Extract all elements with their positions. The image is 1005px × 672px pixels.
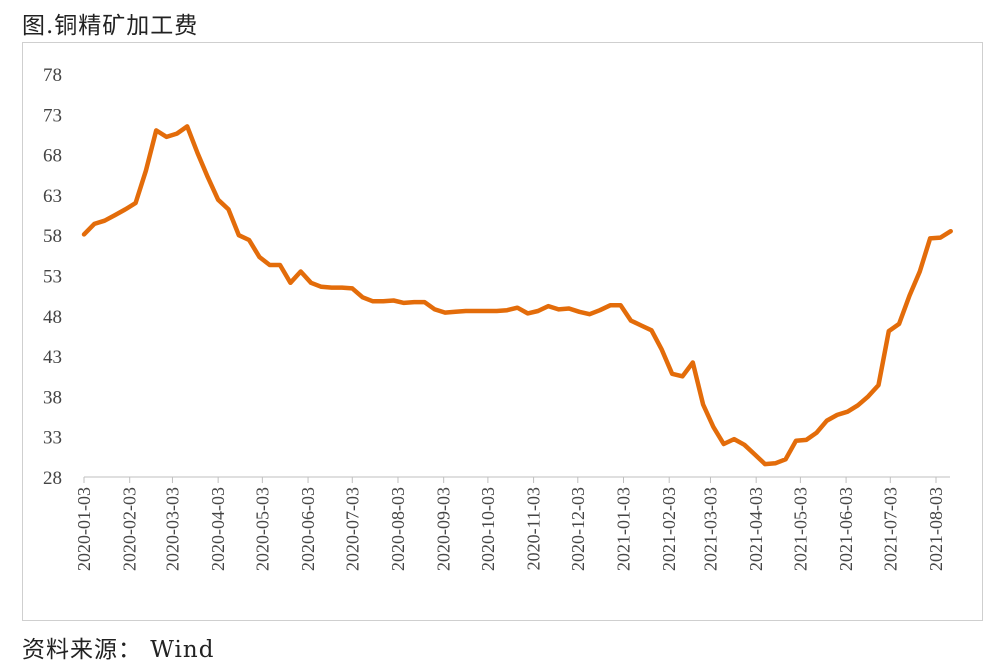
x-tick-label: 2020-09-03 [434,487,454,571]
y-tick-label: 68 [43,146,62,167]
x-tick-label: 2021-07-03 [880,487,900,571]
x-tick-label: 2021-05-03 [790,487,810,571]
y-axis-ticks: 28 33 38 43 48 53 58 63 68 73 78 [43,65,62,489]
y-tick-label: 63 [43,186,62,207]
x-tick-label: 2021-04-03 [746,487,766,571]
y-tick-label: 73 [43,105,62,126]
x-tick-label: 2020-12-03 [568,487,588,571]
x-tick-label: 2020-01-03 [74,487,94,571]
x-tick-label: 2020-05-03 [252,487,272,571]
x-tick-label: 2020-08-03 [388,487,408,571]
x-tick-label: 2020-10-03 [478,487,498,571]
y-tick-label: 53 [43,267,62,288]
y-tick-label: 28 [43,468,62,489]
y-tick-label: 58 [43,226,62,247]
x-tick-label: 2020-04-03 [208,487,228,571]
x-tick-label: 2021-02-03 [659,487,679,571]
x-axis-ticks: 2020-01-03 2020-02-03 2020-03-03 2020-04-03… [74,477,946,571]
x-tick-label: 2020-11-03 [524,487,544,570]
chart-frame [22,42,983,621]
y-tick-label: 38 [43,387,62,408]
x-tick-label: 2020-06-03 [298,487,318,571]
x-tick-label: 2020-02-03 [120,487,140,571]
y-tick-label: 33 [43,428,62,449]
x-tick-label: 2021-01-03 [614,487,634,571]
series-group [81,124,953,467]
y-tick-label: 48 [43,307,62,328]
source-note: 资料来源： Wind [22,637,215,663]
x-tick-label: 2021-03-03 [700,487,720,571]
y-tick-label: 43 [43,347,62,368]
series-line-0 [81,124,953,467]
x-tick-label: 2021-06-03 [836,487,856,571]
x-tick-label: 2020-07-03 [342,487,362,571]
chart-title: 图.铜精矿加工费 [22,13,199,39]
x-tick-label: 2020-03-03 [162,487,182,571]
x-tick-label: 2021-08-03 [926,487,946,571]
y-tick-label: 78 [43,65,62,86]
